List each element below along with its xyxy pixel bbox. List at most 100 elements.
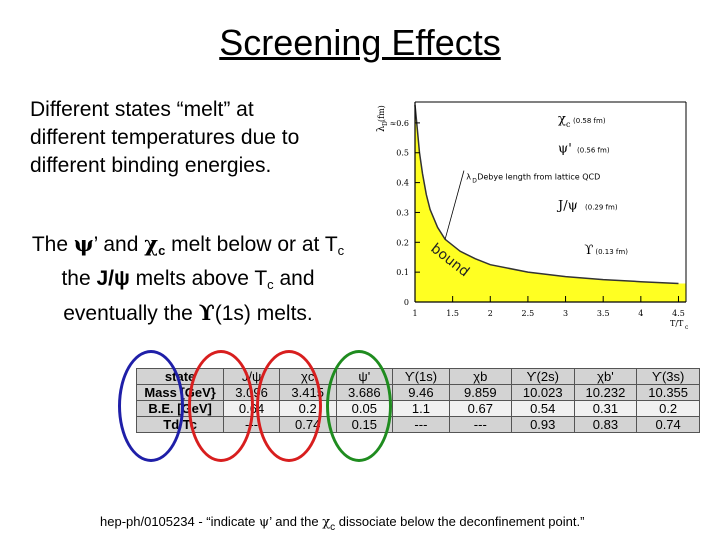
table-cell: 10.355 [636, 384, 700, 401]
x-tick-label: 1 [412, 309, 417, 318]
table-header-cell: χb [448, 368, 512, 385]
row-label: Mass [GeV} [135, 384, 225, 401]
table-cell: 9.46 [392, 384, 450, 401]
melt-text-part: ’ and [93, 233, 145, 256]
table-row: B.E. [GeV] 0.64 0.2 0.05 1.1 0.67 0.54 0… [135, 400, 700, 417]
melt-text-part: melt below or at T [165, 233, 338, 256]
table-cell: 10.232 [573, 384, 638, 401]
table-row: Mass [GeV} 3.096 3.415 3.686 9.46 9.859 … [135, 384, 700, 401]
table-header-cell: ϒ(1s) [392, 368, 450, 385]
slide-title: Screening Effects [219, 22, 501, 63]
y-axis-label: λ [376, 125, 387, 132]
jpsi-symbol: J/ψ [96, 267, 130, 290]
debye-label: Debye length from lattice QCD [477, 173, 600, 182]
table-cell: 0.64 [223, 400, 280, 417]
melt-text-part: The [31, 233, 74, 256]
table-header-cell: ϒ(3s) [636, 368, 700, 385]
table-cell: 0.83 [573, 416, 638, 433]
state-symbol-3: J/ψ [556, 198, 578, 213]
state-radius-1: (0.58 fm) [573, 117, 606, 125]
table-header-cell: χb' [573, 368, 638, 385]
melt-text-part: melts above T [129, 267, 268, 290]
table-cell: 9.859 [448, 384, 512, 401]
table-cell: 0.67 [448, 400, 512, 417]
x-tick-label: 3 [563, 309, 568, 318]
table-cell: 1.1 [392, 400, 450, 417]
table-header-cell: ϒ(2s) [510, 368, 575, 385]
x-tick-label: 2.5 [522, 309, 535, 318]
y-tick-label: 0.1 [396, 268, 409, 277]
table-cell: 0.93 [510, 416, 575, 433]
table-cell: 0.31 [573, 400, 638, 417]
melt-text: The ψ’ and χc melt below or at Tc the J/… [0, 230, 376, 328]
melt-text-part: (1s) melts. [214, 302, 313, 325]
intro-line-2: different temperatures due to [30, 126, 300, 149]
table-cell: 3.415 [278, 384, 337, 401]
melt-line-3: eventually the ϒ(1s) melts. [0, 299, 376, 328]
table-header-cell: χc [278, 368, 337, 385]
debye-length-curve [414, 104, 679, 285]
table-row: Td/Tc --- 0.74 0.15 --- --- 0.93 0.83 0.… [135, 416, 700, 433]
psi-symbol: ψ [73, 231, 94, 256]
table-cell: 0.54 [510, 400, 575, 417]
table-cell: 3.686 [335, 384, 394, 401]
chi-subscript: c [158, 243, 166, 258]
table-cell: --- [448, 416, 512, 433]
melt-line-1: The ψ’ and χc melt below or at Tc [0, 230, 376, 265]
intro-text: Different states “melt” at different tem… [30, 96, 370, 180]
debye-annotation-line [444, 170, 465, 240]
intro-line-1: Different states “melt” at [30, 98, 254, 121]
table-header-cell: state [135, 368, 225, 385]
x-axis-label-subscript: c [685, 324, 689, 331]
x-tick-label: 3.5 [597, 309, 610, 318]
table-cell: 0.2 [278, 400, 337, 417]
table-header-cell: ψ' [335, 368, 394, 385]
chi-subscript: c [330, 522, 336, 533]
debye-label-symbol: λ [466, 173, 471, 182]
table-cell: 0.74 [636, 416, 700, 433]
tc-subscript: c [337, 243, 345, 258]
table-cell: 0.2 [636, 400, 700, 417]
table-cell: 0.74 [278, 416, 337, 433]
reference-text-part: ’ and the [269, 514, 323, 529]
reference-text-part: dissociate below the deconfinement point… [335, 514, 585, 529]
x-tick-label: 2 [488, 309, 493, 318]
table-cell: 3.096 [223, 384, 280, 401]
table-header-row: state J/ψ χc ψ' ϒ(1s) χb ϒ(2s) χb' ϒ(3s) [135, 368, 700, 385]
table-cell: 0.15 [335, 416, 394, 433]
x-axis-label: T/T [670, 319, 684, 328]
y-tick-label: 0.4 [396, 179, 409, 188]
y-tick-label: 0 [404, 298, 409, 307]
y-tick-label: 0.5 [396, 149, 409, 158]
x-tick-label: 4 [638, 309, 643, 318]
y-axis-label-unit: (fm) [377, 105, 386, 122]
state-symbol-1: χ [558, 112, 566, 127]
table-cell: --- [223, 416, 280, 433]
y-tick-label: 0.3 [396, 208, 409, 217]
table-cell: 10.023 [510, 384, 575, 401]
quarkonium-table: state J/ψ χc ψ' ϒ(1s) χb ϒ(2s) χb' ϒ(3s)… [135, 368, 700, 433]
y-axis-label-subscript: D [382, 121, 389, 126]
tc-subscript: c [267, 277, 274, 292]
melt-text-part: the [61, 267, 97, 290]
reference-note: hep-ph/0105234 - “indicate ψ’ and the χc… [100, 514, 584, 533]
y-tick-label: ≈0.6 [390, 119, 409, 128]
x-tick-label: 4.5 [672, 309, 685, 318]
chi-symbol: χ [322, 515, 331, 530]
melt-text-part: eventually the [63, 302, 199, 325]
melt-line-2: the J/ψ melts above Tc and [0, 265, 376, 299]
table-cell: --- [392, 416, 450, 433]
state-symbol-4: ϒ [584, 243, 593, 258]
melt-text-part: and [273, 267, 315, 290]
bound-region [415, 105, 686, 302]
upsilon-symbol: ϒ [198, 300, 215, 325]
state-radius-4: (0.13 fm) [595, 248, 628, 256]
reference-text-part: hep-ph/0105234 - “indicate [100, 514, 260, 529]
quarkonium-table-panel: state J/ψ χc ψ' ϒ(1s) χb ϒ(2s) χb' ϒ(3s)… [114, 348, 700, 462]
state-subscript-1: c [566, 120, 571, 129]
y-tick-label: 0.2 [396, 238, 409, 247]
intro-line-3: different binding energies. [30, 154, 272, 177]
row-label: Td/Tc [135, 416, 225, 433]
state-radius-3: (0.29 fm) [585, 203, 618, 211]
table-cell: 0.05 [335, 400, 394, 417]
